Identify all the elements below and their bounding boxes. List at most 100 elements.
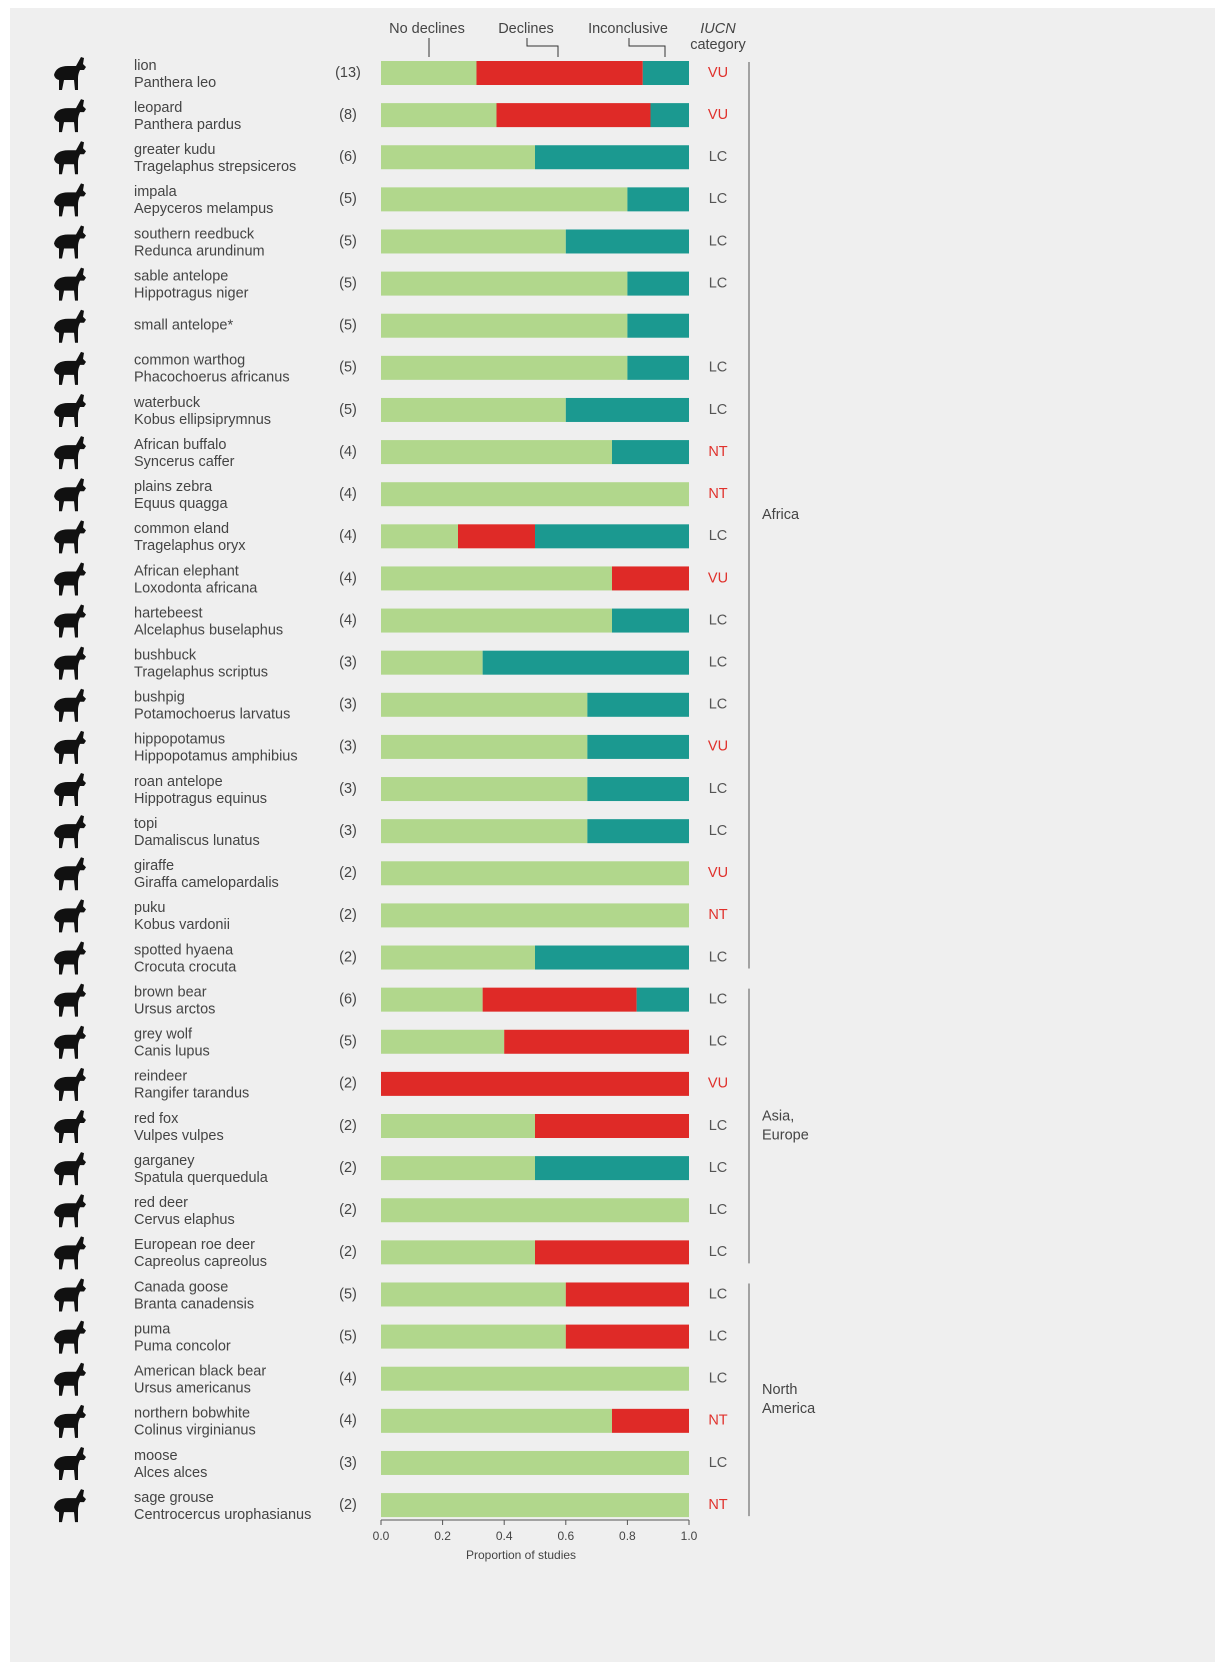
iucn-category: LC: [709, 528, 728, 544]
animal-icon: [54, 773, 86, 807]
bracket: [628, 38, 666, 57]
bar-segment: [381, 1240, 535, 1265]
scientific-name: Cervus elaphus: [134, 1212, 235, 1228]
study-count: (3): [339, 739, 357, 755]
animal-icon: [54, 141, 86, 175]
study-count: (4): [339, 612, 357, 628]
common-name: bushpig: [134, 690, 185, 706]
animal-icon: [54, 983, 86, 1017]
bar-segment: [381, 903, 689, 928]
legend-label: No declines: [389, 21, 465, 37]
study-count: (2): [339, 1076, 357, 1092]
common-name: northern bobwhite: [134, 1406, 250, 1422]
bar-segment: [565, 1282, 689, 1307]
bar-segment: [612, 566, 689, 591]
common-name: red fox: [134, 1111, 179, 1127]
animal-icon: [54, 1194, 86, 1228]
animal-icon: [54, 520, 86, 554]
bar-segment: [381, 313, 628, 338]
iucn-category: NT: [708, 444, 727, 460]
bar-segment: [650, 103, 689, 128]
study-count: (8): [339, 107, 357, 123]
iucn-category: LC: [709, 233, 728, 249]
iucn-category: LC: [709, 1371, 728, 1387]
scientific-name: Hippopotamus amphibius: [134, 749, 298, 765]
scientific-name: Crocuta crocuta: [134, 959, 237, 975]
scientific-name: Puma concolor: [134, 1338, 231, 1354]
scientific-name: Phacochoerus africanus: [134, 370, 290, 386]
scientific-name: Panthera leo: [134, 75, 216, 91]
scientific-name: Rangifer tarandus: [134, 1086, 249, 1102]
bar-segment: [381, 987, 483, 1012]
iucn-category: LC: [709, 402, 728, 418]
group-label: Africa: [762, 507, 800, 523]
bar-segment: [381, 355, 628, 380]
scientific-name: Tragelaphus scriptus: [134, 665, 268, 681]
iucn-category: NT: [708, 1413, 727, 1429]
iucn-category: VU: [708, 107, 728, 123]
iucn-category: LC: [709, 697, 728, 713]
scientific-name: Equus quagga: [134, 496, 228, 512]
animal-icon: [54, 1404, 86, 1438]
animal-icon: [54, 899, 86, 933]
bar-segment: [381, 1071, 689, 1096]
animal-icon: [54, 562, 86, 596]
animal-icon: [54, 183, 86, 217]
study-count: (4): [339, 570, 357, 586]
bar-segment: [381, 145, 535, 170]
iucn-category: LC: [709, 655, 728, 671]
bar-segment: [381, 440, 612, 465]
bar-segment: [627, 187, 689, 212]
bar-segment: [587, 734, 689, 759]
bar-segment: [565, 229, 689, 254]
common-name: greater kudu: [134, 142, 215, 158]
iucn-category: LC: [709, 991, 728, 1007]
common-name: leopard: [134, 100, 182, 116]
common-name: reindeer: [134, 1069, 187, 1085]
animal-icon: [54, 688, 86, 722]
animal-icon: [54, 351, 86, 385]
iucn-header: IUCN: [700, 21, 736, 37]
bar-segment: [381, 187, 628, 212]
iucn-category: LC: [709, 360, 728, 376]
iucn-category: LC: [709, 1034, 728, 1050]
animal-icon: [54, 1489, 86, 1523]
scientific-name: Loxodonta africana: [134, 580, 258, 596]
iucn-category: LC: [709, 1160, 728, 1176]
animal-icon: [54, 1152, 86, 1186]
bar-segment: [587, 777, 689, 802]
animal-icon: [54, 646, 86, 680]
animal-icon: [54, 57, 86, 90]
bar-segment: [381, 734, 588, 759]
study-count: (4): [339, 1413, 357, 1429]
bar-segment: [535, 1240, 689, 1265]
common-name: garganey: [134, 1153, 195, 1169]
study-count: (2): [339, 865, 357, 881]
study-count: (5): [339, 1286, 357, 1302]
animal-icon: [54, 267, 86, 301]
common-name: waterbuck: [133, 395, 201, 411]
scientific-name: Redunca arundinum: [134, 243, 265, 259]
bar-segment: [381, 524, 458, 549]
study-count: (3): [339, 823, 357, 839]
iucn-category: VU: [708, 739, 728, 755]
study-count: (2): [339, 949, 357, 965]
bar-segment: [565, 397, 689, 422]
bar-segment: [381, 482, 689, 507]
bar-segment: [381, 819, 588, 844]
x-tick-label: 0.8: [619, 1529, 636, 1543]
scientific-name: Hippotragus niger: [134, 285, 249, 301]
group-label: Europe: [762, 1127, 809, 1143]
iucn-category: VU: [708, 570, 728, 586]
study-count: (2): [339, 1118, 357, 1134]
common-name: common warthog: [134, 353, 245, 369]
bar-segment: [381, 861, 689, 886]
iucn-category: LC: [709, 1244, 728, 1260]
legend-label: Declines: [498, 21, 554, 37]
common-name: Canada goose: [134, 1279, 228, 1295]
animal-icon: [54, 99, 86, 133]
bar-segment: [381, 1408, 612, 1433]
iucn-category: VU: [708, 65, 728, 81]
common-name: puma: [134, 1321, 171, 1337]
